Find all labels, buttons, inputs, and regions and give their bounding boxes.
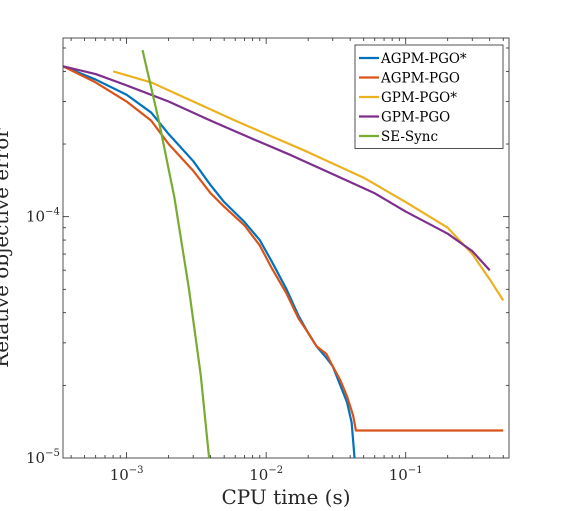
- legend-label: SE-Sync: [381, 129, 438, 145]
- x-tick-label: 10−3: [110, 465, 144, 484]
- y-tick-label: 10−5: [26, 448, 60, 467]
- legend-label: AGPM-PGO*: [380, 51, 467, 67]
- y-axis-label: Relative objective error: [0, 128, 13, 368]
- tick-layer: 10−3 10−2 10−1 10−5 10−4: [26, 38, 509, 484]
- legend-label: GPM-PGO: [381, 110, 450, 126]
- legend-label: GPM-PGO*: [381, 90, 457, 106]
- x-tick-label: 10−1: [389, 465, 423, 484]
- legend-box: [354, 44, 504, 149]
- series-line-4: [63, 65, 491, 271]
- y-tick-label: 10−4: [26, 207, 60, 226]
- series-line-5: [141, 49, 211, 458]
- series-line-2: [63, 65, 504, 432]
- series-layer: [63, 49, 505, 458]
- legend: AGPM-PGO* AGPM-PGO GPM-PGO* GPM-PGO SE-Sync: [354, 44, 504, 149]
- series-line-1: [63, 65, 356, 458]
- series-line-3: [112, 70, 505, 301]
- x-axis-label: CPU time (s): [221, 485, 350, 509]
- x-tick-label: 10−2: [249, 465, 283, 484]
- legend-label: AGPM-PGO: [380, 71, 460, 87]
